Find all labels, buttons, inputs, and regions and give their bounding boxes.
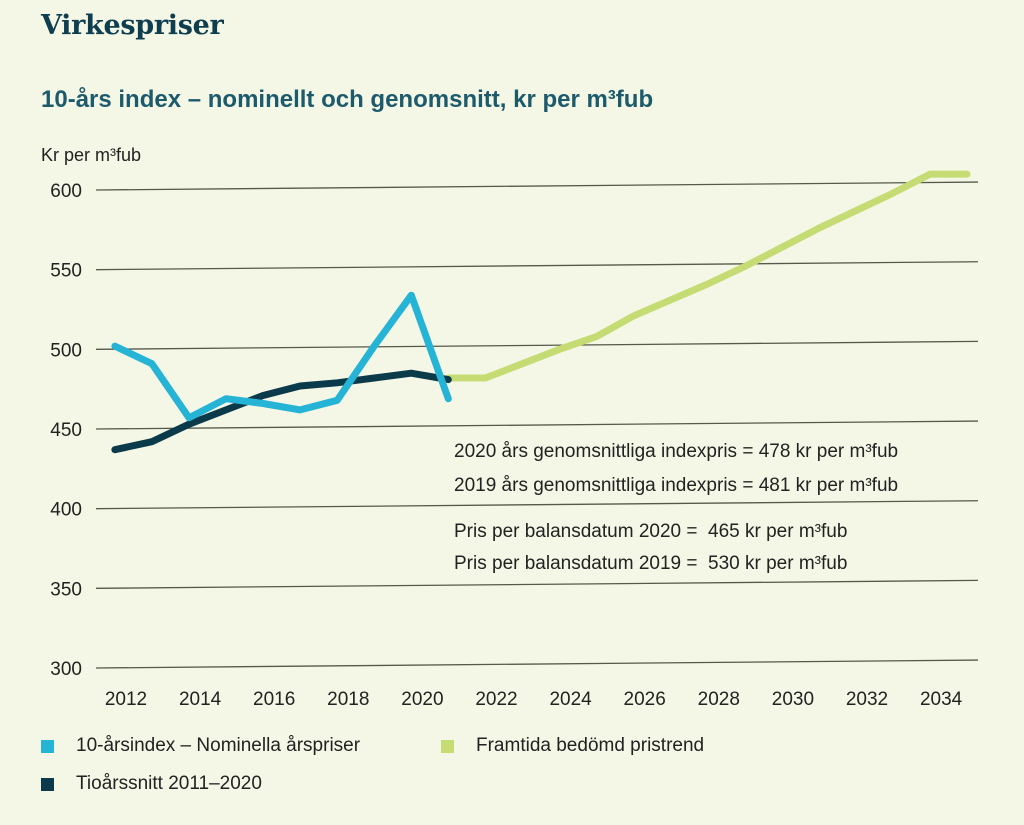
y-tick-label-400: 400 bbox=[50, 500, 82, 521]
y-tick-label-600: 600 bbox=[50, 181, 82, 202]
series-ten-year-average-line bbox=[111, 369, 452, 454]
legend-label-nominal: 10-årsindex – Nominella årspriser bbox=[76, 735, 361, 756]
legend-swatch-future-trend bbox=[441, 739, 454, 753]
y-tick-label-550: 550 bbox=[50, 261, 82, 282]
gridline-300 bbox=[95, 659, 979, 669]
x-tick-label-2026: 2026 bbox=[624, 689, 666, 710]
y-tick-label-450: 450 bbox=[50, 420, 82, 441]
annotation-balance-2019: Pris per balansdatum 2019 = 530 kr per m… bbox=[454, 553, 848, 574]
annotation-balance-2020: Pris per balansdatum 2020 = 465 kr per m… bbox=[454, 521, 848, 542]
gridline-400 bbox=[95, 500, 979, 510]
x-tick-label-2034: 2034 bbox=[920, 689, 963, 710]
gridline-450 bbox=[95, 420, 979, 430]
gridline-500 bbox=[95, 340, 979, 350]
annotation-avg-2020: 2020 års genomsnittliga indexpris = 478 … bbox=[454, 441, 899, 462]
y-tick-label-300: 300 bbox=[50, 659, 82, 680]
gridline-350 bbox=[95, 579, 979, 589]
legend-item-nominal: 10-årsindex – Nominella årspriser bbox=[41, 735, 360, 757]
legend-label-ten-year-average: Tioårssnitt 2011–2020 bbox=[76, 773, 262, 794]
x-tick-label-2020: 2020 bbox=[401, 689, 443, 710]
series-future-trend-line bbox=[444, 170, 971, 382]
y-axis-unit-label: Kr per m³fub bbox=[41, 145, 142, 165]
x-tick-label-2032: 2032 bbox=[846, 689, 888, 710]
y-tick-label-500: 500 bbox=[50, 340, 82, 361]
series-nominal-line bbox=[111, 291, 452, 422]
x-tick-label-2014: 2014 bbox=[179, 689, 222, 710]
chart-subtitle: 10-års index – nominellt och genomsnitt,… bbox=[41, 86, 654, 113]
x-tick-label-2018: 2018 bbox=[327, 689, 369, 710]
legend-label-future-trend: Framtida bedömd pristrend bbox=[476, 735, 705, 756]
x-tick-label-2028: 2028 bbox=[698, 689, 740, 710]
x-tick-label-2012: 2012 bbox=[105, 689, 147, 710]
x-tick-label-2022: 2022 bbox=[475, 689, 517, 710]
annotation-avg-2019: 2019 års genomsnittliga indexpris = 481 … bbox=[454, 475, 899, 496]
x-tick-label-2016: 2016 bbox=[253, 689, 295, 710]
x-tick-label-2024: 2024 bbox=[549, 689, 592, 710]
gridline-600 bbox=[95, 181, 979, 191]
page-title: Virkespriser bbox=[41, 10, 224, 41]
legend-item-future-trend: Framtida bedömd pristrend bbox=[441, 735, 704, 757]
legend-item-ten-year-average: Tioårssnitt 2011–2020 bbox=[41, 773, 262, 795]
legend-swatch-ten-year-average bbox=[41, 777, 54, 791]
x-tick-label-2030: 2030 bbox=[772, 689, 814, 710]
legend-swatch-nominal bbox=[41, 739, 54, 753]
gridline-550 bbox=[95, 261, 979, 271]
y-tick-label-350: 350 bbox=[50, 579, 82, 600]
